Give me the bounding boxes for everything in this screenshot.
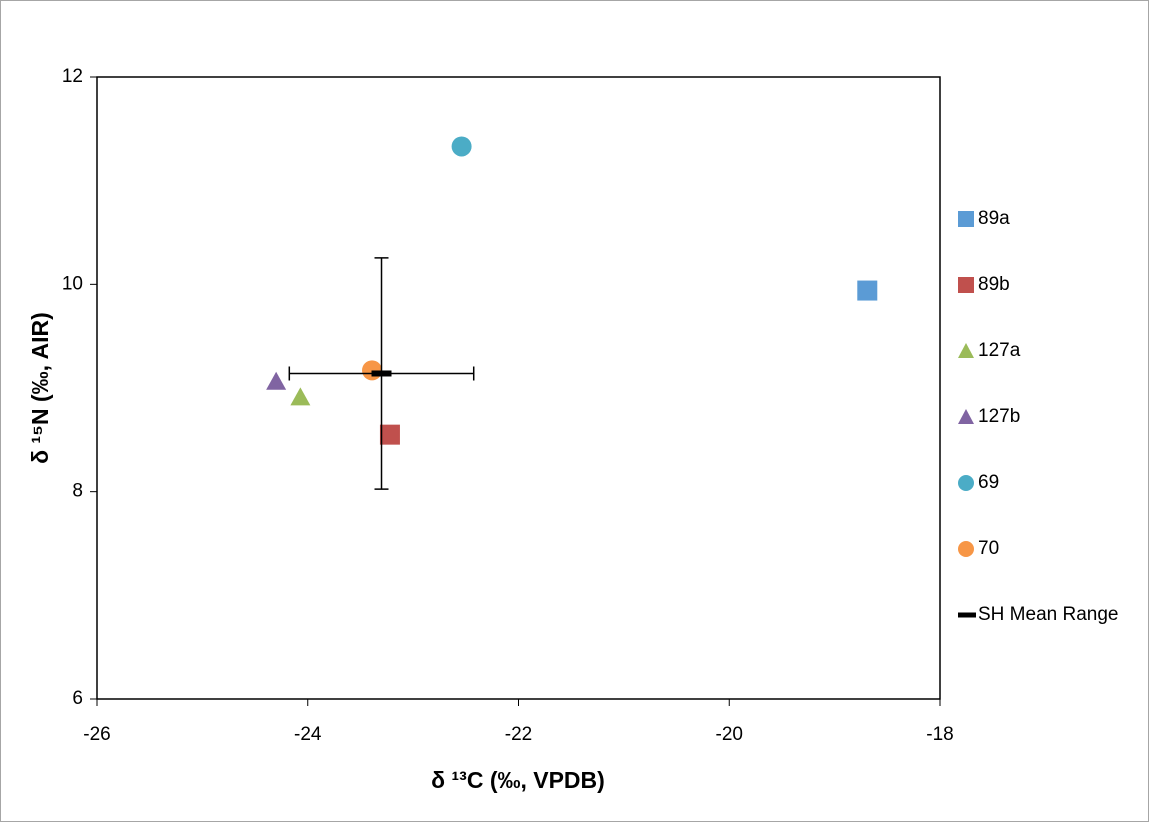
legend-marker [958,409,974,424]
legend-label: 127a [978,340,1021,361]
legend-marker [958,277,974,293]
point [290,387,311,406]
point [451,136,472,157]
x-tick-label: -24 [294,724,322,745]
x-tick-label: -26 [83,724,110,745]
point [371,370,392,377]
x-tick-label: -22 [505,724,532,745]
y-tick-label: 12 [62,66,83,87]
legend-marker [958,211,974,227]
y-tick-label: 6 [72,688,83,709]
y-tick-label: 8 [72,481,83,502]
legend-marker [958,612,976,618]
point [379,424,400,445]
legend-label: SH Mean Range [978,604,1118,625]
legend-label: 89b [978,274,1010,295]
legend-marker [958,541,974,557]
x-tick-label: -20 [716,724,743,745]
point [857,280,878,301]
legend-label: 89a [978,208,1010,229]
legend-label: 69 [978,472,999,493]
x-axis-title: δ ¹³C (‰, VPDB) [431,767,605,793]
point [266,371,287,390]
legend-label: 70 [978,538,999,559]
y-tick-label: 10 [62,273,83,294]
legend-marker [958,343,974,358]
point [362,360,383,381]
x-tick-label: -18 [926,724,953,745]
y-axis-title: δ ¹⁵N (‰, AIR) [27,312,53,464]
legend-marker [958,475,974,491]
legend-label: 127b [978,406,1020,427]
